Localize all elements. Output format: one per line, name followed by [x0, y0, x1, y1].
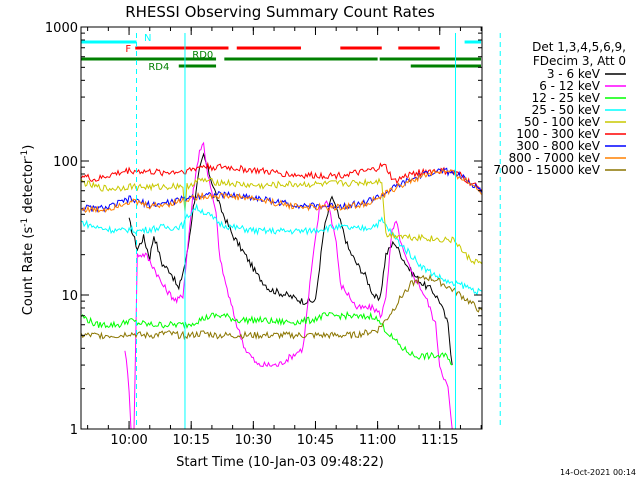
- x-tick-label: 11:15: [421, 433, 458, 448]
- legend-header-line-1: Det 1,3,4,5,6,9,: [532, 40, 626, 54]
- legend-entry-label: 12 - 25 keV: [532, 91, 601, 105]
- y-axis-label-sup2: -1: [20, 150, 30, 159]
- x-tick-label: 10:30: [235, 433, 272, 448]
- series-line: [81, 203, 482, 296]
- series-lines: [81, 141, 482, 429]
- y-axis-label-end: ): [21, 145, 36, 150]
- y-tick-label: 1000: [45, 21, 78, 36]
- footer-date: 14-Oct-2021 00:14: [560, 468, 636, 477]
- legend-entry-label: 25 - 50 keV: [532, 103, 601, 117]
- series-line: [124, 141, 453, 429]
- legend-entry-label: 300 - 800 keV: [516, 139, 600, 153]
- flag-rd0-label: RD0: [192, 50, 213, 61]
- series-line: [128, 152, 453, 366]
- series-line: [81, 168, 482, 214]
- observing-flags: N F RD0 RD4: [81, 33, 481, 73]
- legend-entry-label: 3 - 6 keV: [547, 67, 601, 81]
- x-tick-label: 10:00: [110, 433, 147, 448]
- y-axis-label-sup1: -1: [20, 218, 30, 227]
- legend: Det 1,3,4,5,6,9, FDecim 3, Att 0 3 - 6 k…: [493, 40, 626, 177]
- plot-frame: [80, 26, 483, 430]
- y-axis-label-mid: detector: [21, 158, 36, 218]
- legend-entry-label: 7000 - 15000 keV: [493, 163, 600, 177]
- flag-f-label: F: [125, 44, 131, 55]
- x-axis-label: Start Time (10-Jan-03 09:48:22): [176, 455, 384, 470]
- y-axis-label: Count Rate (s-1 detector-1): [20, 145, 36, 316]
- y-tick-label: 100: [53, 155, 78, 170]
- x-tick-label: 10:15: [172, 433, 209, 448]
- legend-entry-label: 6 - 12 keV: [539, 79, 601, 93]
- x-tick-label: 10:45: [297, 433, 334, 448]
- y-tick-label: 10: [61, 289, 78, 304]
- chart-title: RHESSI Observing Summary Count Rates: [125, 3, 435, 21]
- legend-entry-label: 100 - 300 keV: [516, 127, 600, 141]
- flag-rd4-label: RD4: [148, 62, 169, 73]
- x-tick-label: 11:00: [359, 433, 396, 448]
- vertical-markers: [136, 33, 501, 429]
- y-axis-label-main: Count Rate (s: [21, 227, 36, 316]
- legend-entry-label: 800 - 7000 keV: [509, 151, 601, 165]
- legend-header-line-2: FDecim 3, Att 0: [533, 54, 626, 68]
- series-line: [81, 310, 453, 366]
- y-tick-label: 1: [70, 423, 78, 438]
- series-line: [81, 177, 482, 266]
- axes: 10:00 10:15 10:30 10:45 11:00 11:15 1 10 100 1000: [45, 21, 482, 448]
- legend-entry-label: 50 - 100 keV: [524, 115, 601, 129]
- flag-n-label: N: [144, 33, 151, 44]
- series-line: [81, 273, 482, 340]
